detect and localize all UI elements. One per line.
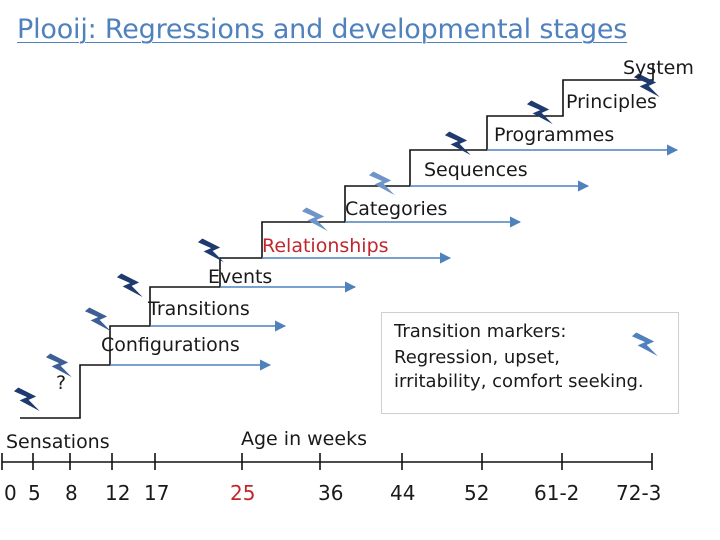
age-tick-label: 36 bbox=[318, 481, 343, 505]
legend-title: Transition markers: bbox=[394, 321, 567, 342]
stage-label-programmes: Programmes bbox=[494, 124, 614, 146]
stage-label-categories: Categories bbox=[345, 198, 447, 220]
age-tick-label-highlight: 25 bbox=[230, 481, 255, 505]
age-tick-label: 5 bbox=[28, 481, 41, 505]
age-tick-label: 0 bbox=[4, 481, 17, 505]
age-tick-label: 72-3 bbox=[616, 481, 661, 505]
storm-icon bbox=[301, 204, 328, 235]
stage-label-transitions: Transitions bbox=[147, 298, 250, 320]
legend-line: Regression, upset, bbox=[394, 347, 560, 368]
stage-label-sequences: Sequences bbox=[424, 159, 528, 181]
storm-icon bbox=[13, 384, 40, 415]
stage-label-configurations: Configurations bbox=[101, 334, 240, 356]
stage-label-events: Events bbox=[208, 266, 272, 288]
storm-icon bbox=[631, 332, 658, 357]
storm-icon bbox=[368, 168, 395, 199]
stage-label-system: System bbox=[623, 57, 694, 79]
stage-arrows bbox=[110, 144, 679, 371]
storm-icon bbox=[444, 128, 471, 159]
stage-labels: Sensations ? Configurations Transitions … bbox=[6, 57, 694, 453]
storm-icon bbox=[116, 270, 143, 301]
legend-line: irritability, comfort seeking. bbox=[394, 371, 644, 392]
stage-label-principles: Principles bbox=[566, 91, 657, 113]
stage-label-relationships: Relationships bbox=[262, 235, 389, 257]
age-tick-labels: 0 5 8 12 17 25 36 44 52 61-2 72-3 bbox=[4, 481, 661, 505]
page-title: Plooij: Regressions and developmental st… bbox=[17, 14, 628, 45]
legend-box: Transition markers: Regression, upset, i… bbox=[381, 312, 679, 414]
age-tick-label: 52 bbox=[464, 481, 489, 505]
age-tick-label: 8 bbox=[65, 481, 78, 505]
stage-label-sensations: Sensations bbox=[6, 431, 110, 453]
age-tick-label: 12 bbox=[105, 481, 130, 505]
age-axis bbox=[1, 453, 653, 470]
axis-title: Age in weeks bbox=[241, 428, 367, 450]
stage-label-unknown: ? bbox=[56, 372, 66, 394]
age-tick-label: 17 bbox=[144, 481, 169, 505]
age-tick-label: 44 bbox=[390, 481, 415, 505]
age-tick-label: 61-2 bbox=[534, 481, 579, 505]
storm-icon bbox=[84, 304, 111, 335]
